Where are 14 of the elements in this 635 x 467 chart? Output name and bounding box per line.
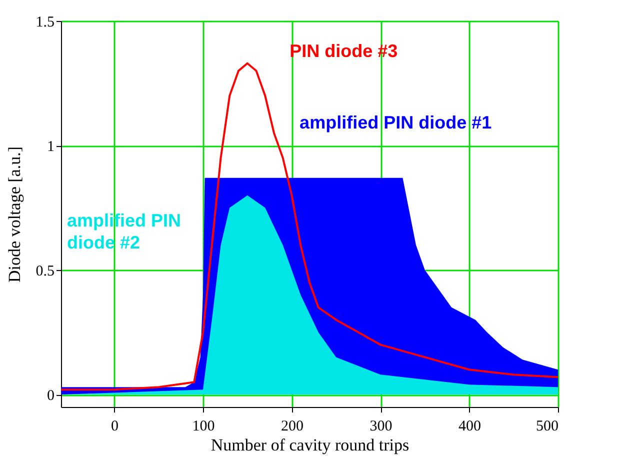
line-series <box>61 62 558 391</box>
x-axis-title: Number of cavity round trips <box>210 436 410 454</box>
y-tick-label: 0.5 <box>36 264 54 280</box>
annotation: amplified PIN diode #1 <box>300 112 492 132</box>
x-tick-label: 200 <box>281 418 304 434</box>
y-tick-label: 1.5 <box>36 14 54 30</box>
x-tick-label: 400 <box>458 418 481 434</box>
x-tick-label: 100 <box>192 418 215 434</box>
y-axis-title: Diode voltage [a.u.] <box>4 146 24 282</box>
y-tick-label: 1 <box>47 139 54 156</box>
x-tick-label: 300 <box>370 418 392 434</box>
x-tick-label: 0 <box>111 418 118 434</box>
x-tick-label: 500 <box>536 418 558 434</box>
y-tick-label: 0 <box>47 388 54 404</box>
